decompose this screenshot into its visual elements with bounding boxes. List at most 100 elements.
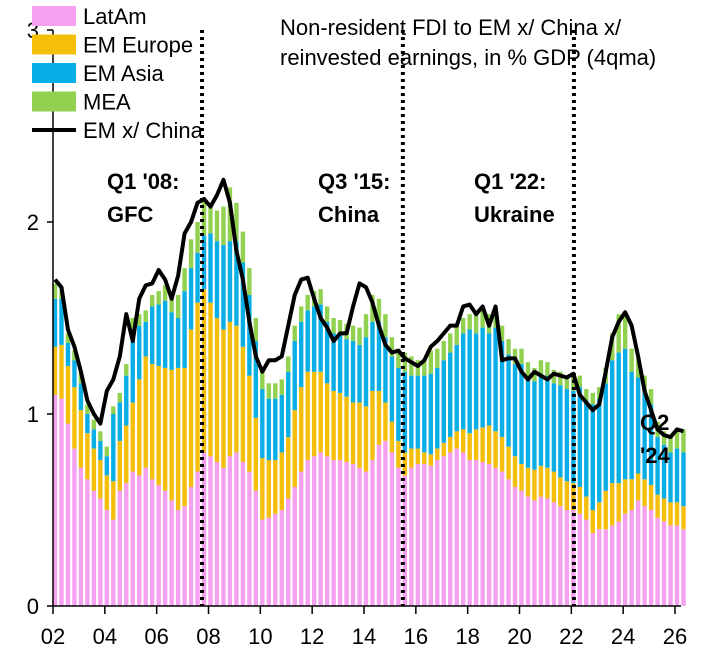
bar-mea-62 (454, 325, 459, 345)
bar-em-asia-37 (292, 341, 297, 411)
x-tick-label-04: 04 (93, 624, 117, 649)
bar-em-asia-5 (85, 414, 90, 434)
bar-em-europe-84 (597, 502, 602, 530)
bar-em-europe-31 (253, 417, 259, 491)
bar-em-asia-52 (389, 356, 395, 422)
bar-em-europe-49 (370, 390, 375, 461)
bar-em-europe-54 (402, 452, 408, 476)
bar-em-europe-29 (240, 346, 246, 462)
bar-em-europe-95 (668, 502, 673, 526)
bar-latam-6 (91, 490, 97, 606)
bar-mea-59 (435, 348, 440, 368)
bar-em-asia-65 (473, 333, 479, 430)
end-label-line-0: Q2 (640, 410, 669, 435)
bar-latam-41 (318, 452, 323, 606)
bar-em-asia-13 (137, 325, 142, 380)
bar-em-europe-41 (318, 371, 323, 453)
bar-em-asia-21 (188, 268, 194, 330)
bar-em-asia-46 (350, 341, 356, 403)
bar-mea-14 (143, 310, 148, 322)
bar-em-asia-9 (111, 414, 116, 482)
bar-em-asia-60 (441, 360, 446, 443)
bar-em-europe-50 (376, 390, 382, 445)
bar-em-europe-68 (493, 431, 498, 468)
bar-em-europe-42 (324, 383, 330, 457)
bar-latam-49 (370, 460, 375, 606)
bar-em-europe-13 (137, 379, 142, 476)
bar-latam-91 (642, 506, 647, 606)
bar-em-asia-2 (65, 342, 71, 366)
bar-mea-75 (538, 360, 544, 374)
bar-latam-62 (454, 448, 459, 606)
bar-latam-54 (402, 475, 408, 606)
bar-em-asia-74 (532, 381, 537, 470)
bar-em-asia-3 (72, 360, 77, 388)
bar-em-europe-33 (266, 460, 272, 518)
x-tick-label-20: 20 (507, 624, 531, 649)
bar-em-asia-97 (681, 452, 686, 507)
bar-em-asia-57 (422, 375, 427, 453)
bar-em-europe-67 (486, 425, 492, 464)
bar-latam-11 (124, 483, 129, 606)
bar-mea-66 (480, 308, 485, 328)
bar-mea-51 (383, 314, 388, 338)
bar-mea-33 (266, 383, 272, 399)
bar-em-asia-31 (253, 341, 259, 418)
bar-em-asia-68 (493, 327, 498, 432)
total-line-layer (53, 177, 685, 440)
bar-em-europe-81 (577, 486, 583, 514)
bar-latam-21 (188, 486, 194, 606)
bar-mea-28 (234, 202, 239, 242)
annotation-0-line-2: GFC (107, 202, 154, 227)
bar-em-asia-32 (260, 389, 265, 459)
bar-latam-95 (668, 525, 673, 606)
bar-mea-16 (156, 291, 161, 305)
bar-latam-57 (422, 463, 427, 606)
y-tick-label-0: 0 (27, 594, 39, 619)
bar-em-europe-76 (545, 467, 550, 499)
bar-em-europe-82 (584, 496, 589, 520)
bar-em-asia-77 (551, 383, 557, 472)
bar-latam-64 (467, 460, 472, 606)
bar-em-europe-19 (175, 367, 181, 510)
bar-latam-30 (247, 471, 252, 606)
bar-latam-78 (558, 506, 563, 606)
bar-em-europe-96 (674, 502, 680, 526)
bar-latam-39 (305, 460, 310, 606)
bar-em-asia-84 (597, 398, 602, 503)
bar-em-asia-43 (331, 333, 336, 391)
bar-mea-42 (324, 306, 330, 322)
bar-mea-21 (188, 239, 194, 269)
bar-em-europe-12 (130, 402, 135, 472)
bar-latam-10 (117, 490, 122, 606)
bar-latam-71 (512, 486, 518, 606)
legend-swatch-em-europe (32, 34, 76, 55)
legend-label-em-x-china: EM x/ China (83, 118, 204, 143)
x-tick-label-14: 14 (352, 624, 376, 649)
bar-latam-76 (545, 498, 550, 606)
bar-em-asia-93 (655, 437, 660, 495)
bar-mea-11 (124, 364, 129, 376)
bar-latam-27 (227, 456, 233, 606)
bar-mea-84 (597, 387, 602, 399)
bar-em-asia-54 (402, 371, 408, 453)
bar-mea-79 (564, 375, 570, 390)
bar-latam-24 (208, 456, 213, 606)
bar-latam-61 (448, 452, 453, 606)
bar-latam-2 (65, 423, 71, 606)
bar-mea-43 (331, 318, 336, 334)
bar-em-asia-33 (266, 398, 272, 461)
bar-em-asia-72 (519, 364, 524, 464)
bar-latam-88 (622, 513, 628, 606)
bar-latam-15 (149, 479, 155, 606)
bar-em-asia-18 (169, 312, 174, 370)
bar-em-europe-93 (655, 494, 660, 518)
bar-em-europe-77 (551, 471, 557, 503)
bar-em-asia-82 (584, 400, 589, 497)
legend-swatch-latam (32, 6, 76, 26)
bar-latam-38 (299, 471, 304, 606)
bar-latam-37 (292, 486, 297, 606)
bar-mea-38 (299, 306, 304, 322)
bar-em-asia-48 (363, 337, 369, 407)
bar-latam-25 (214, 462, 220, 606)
